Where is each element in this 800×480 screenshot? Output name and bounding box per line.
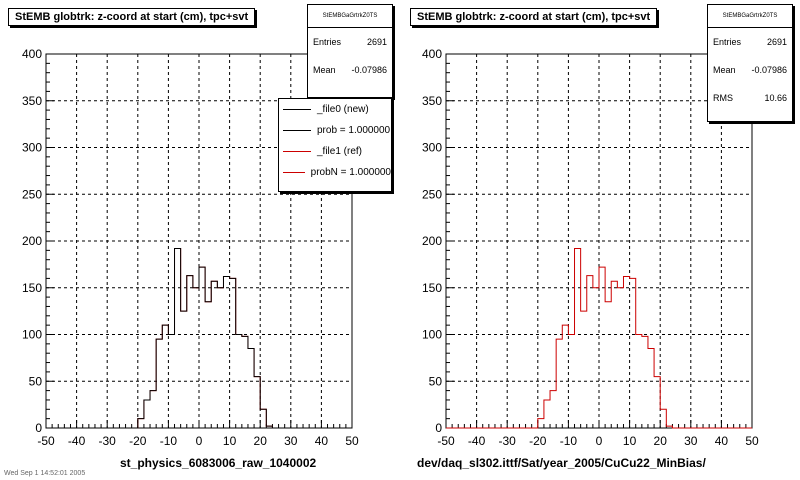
panel-1-y-tick-label: 300 [22, 141, 42, 155]
panel-1-x-tick-label: -50 [37, 434, 55, 448]
panel-1-x-tick-label: -30 [99, 434, 117, 448]
legend-swatch-file0 [283, 109, 311, 110]
panel-2-x-tick-label: -30 [499, 434, 517, 448]
panel-1-series-2-histogram [46, 247, 352, 429]
panel-2-mean-label: Mean [713, 65, 736, 75]
panel-1-x-tick-label: 0 [196, 434, 203, 448]
legend-label-probn: probN = 1.000000 [310, 167, 391, 178]
panel-2-mean-value: -0.07986 [751, 65, 787, 75]
legend-item-file0: _file0 (new) [279, 99, 391, 120]
panel-1-x-tick-label: -10 [160, 434, 178, 448]
panel-2-x-tick-label: -10 [560, 434, 578, 448]
legend-item-file1: _file1 (ref) [279, 141, 391, 162]
panel-1-entries-label: Entries [313, 37, 342, 47]
legend-label-prob: prob = 1.000000 [317, 125, 391, 136]
legend-swatch-probn [283, 172, 305, 173]
panel-2-y-tick-label: 300 [422, 141, 442, 155]
panel-2-y-tick-label: 150 [422, 281, 442, 295]
panel-2-stats-box: StEMBGaGrtrkZ0TS Entries 2691 Mean -0.07… [707, 4, 793, 122]
panel-2-title: StEMB globtrk: z-coord at start (cm), tp… [410, 8, 658, 26]
panel-2-y-tick-label: 100 [422, 328, 442, 342]
panel-2-x-axis-title: dev/daq_sl302.ittf/Sat/year_2005/CuCu22_… [417, 456, 706, 470]
panel-1-stats-name: StEMBGaGrtrkZ0TS [308, 5, 392, 28]
panel-2-entries-label: Entries [713, 37, 742, 47]
panel-1-x-tick-label: -40 [68, 434, 86, 448]
panel-2-y-tick-label: 400 [422, 47, 442, 61]
panel-1-y-tick-label: 200 [22, 234, 42, 248]
legend-label-file0: _file0 (new) [317, 104, 369, 115]
panel-2-x-tick-label: 10 [623, 434, 637, 448]
panel-1-y-tick-label: 50 [29, 374, 43, 388]
panel-2-y-tick-label: 50 [429, 374, 443, 388]
panel-1-mean-label: Mean [313, 65, 336, 75]
panel-2-series-1-histogram [446, 247, 752, 429]
panel-1-x-tick-label: 20 [254, 434, 268, 448]
panel-2-x-tick-label: 40 [715, 434, 729, 448]
panel-2-y-tick-label: 0 [435, 421, 442, 435]
panel-2-x-tick-label: -40 [468, 434, 486, 448]
panel-1-y-tick-label: 400 [22, 47, 42, 61]
panel-1-y-tick-label: 250 [22, 187, 42, 201]
panel-1-y-tick-label: 0 [35, 421, 42, 435]
panel-2-x-tick-label: 30 [684, 434, 698, 448]
panel-2-y-tick-label: 250 [422, 187, 442, 201]
panel-2-x-tick-label: 50 [745, 434, 759, 448]
legend-label-file1: _file1 (ref) [317, 146, 363, 157]
legend-item-probn: probN = 1.000000 [279, 162, 391, 183]
legend-swatch-prob [283, 130, 311, 131]
panel-1-mean-value: -0.07986 [351, 65, 387, 75]
panel-1-x-tick-label: 30 [284, 434, 298, 448]
panel-2-y-tick-label: 350 [422, 94, 442, 108]
panel-1-y-tick-label: 100 [22, 328, 42, 342]
panel-2-x-tick-label: -20 [529, 434, 547, 448]
panel-2-rms-label: RMS [713, 93, 733, 103]
legend-item-prob: prob = 1.000000 [279, 120, 391, 141]
panel-2-x-tick-label: 20 [654, 434, 668, 448]
panel-2-stats-name: StEMBGaGrtrkZ0TS [708, 5, 792, 28]
panel-2-entries-value: 2691 [766, 37, 787, 47]
panel-1-x-tick-label: 50 [345, 434, 359, 448]
panel-1-legend: _file0 (new) prob = 1.000000 _file1 (ref… [278, 98, 392, 192]
panel-1-title: StEMB globtrk: z-coord at start (cm), tp… [8, 8, 256, 26]
panel-1-stats-box: StEMBGaGrtrkZ0TS Entries 2691 Mean -0.07… [307, 4, 393, 98]
panel-2-y-tick-label: 200 [422, 234, 442, 248]
panel-1-entries-value: 2691 [366, 37, 387, 47]
panel-1-x-axis-title: st_physics_6083006_raw_1040002 [120, 456, 317, 470]
legend-swatch-file1 [283, 151, 311, 152]
panel-1-y-tick-label: 150 [22, 281, 42, 295]
panel-1-x-tick-label: 40 [315, 434, 329, 448]
panel-1-y-tick-label: 350 [22, 94, 42, 108]
footer-timestamp: Wed Sep 1 14:52:01 2005 [4, 470, 86, 477]
panel-2-x-tick-label: 0 [596, 434, 603, 448]
panel-1-x-tick-label: 10 [223, 434, 237, 448]
panel-1-x-tick-label: -20 [129, 434, 147, 448]
panel-2-rms-value: 10.66 [764, 93, 787, 103]
panel-2-x-tick-label: -50 [437, 434, 455, 448]
